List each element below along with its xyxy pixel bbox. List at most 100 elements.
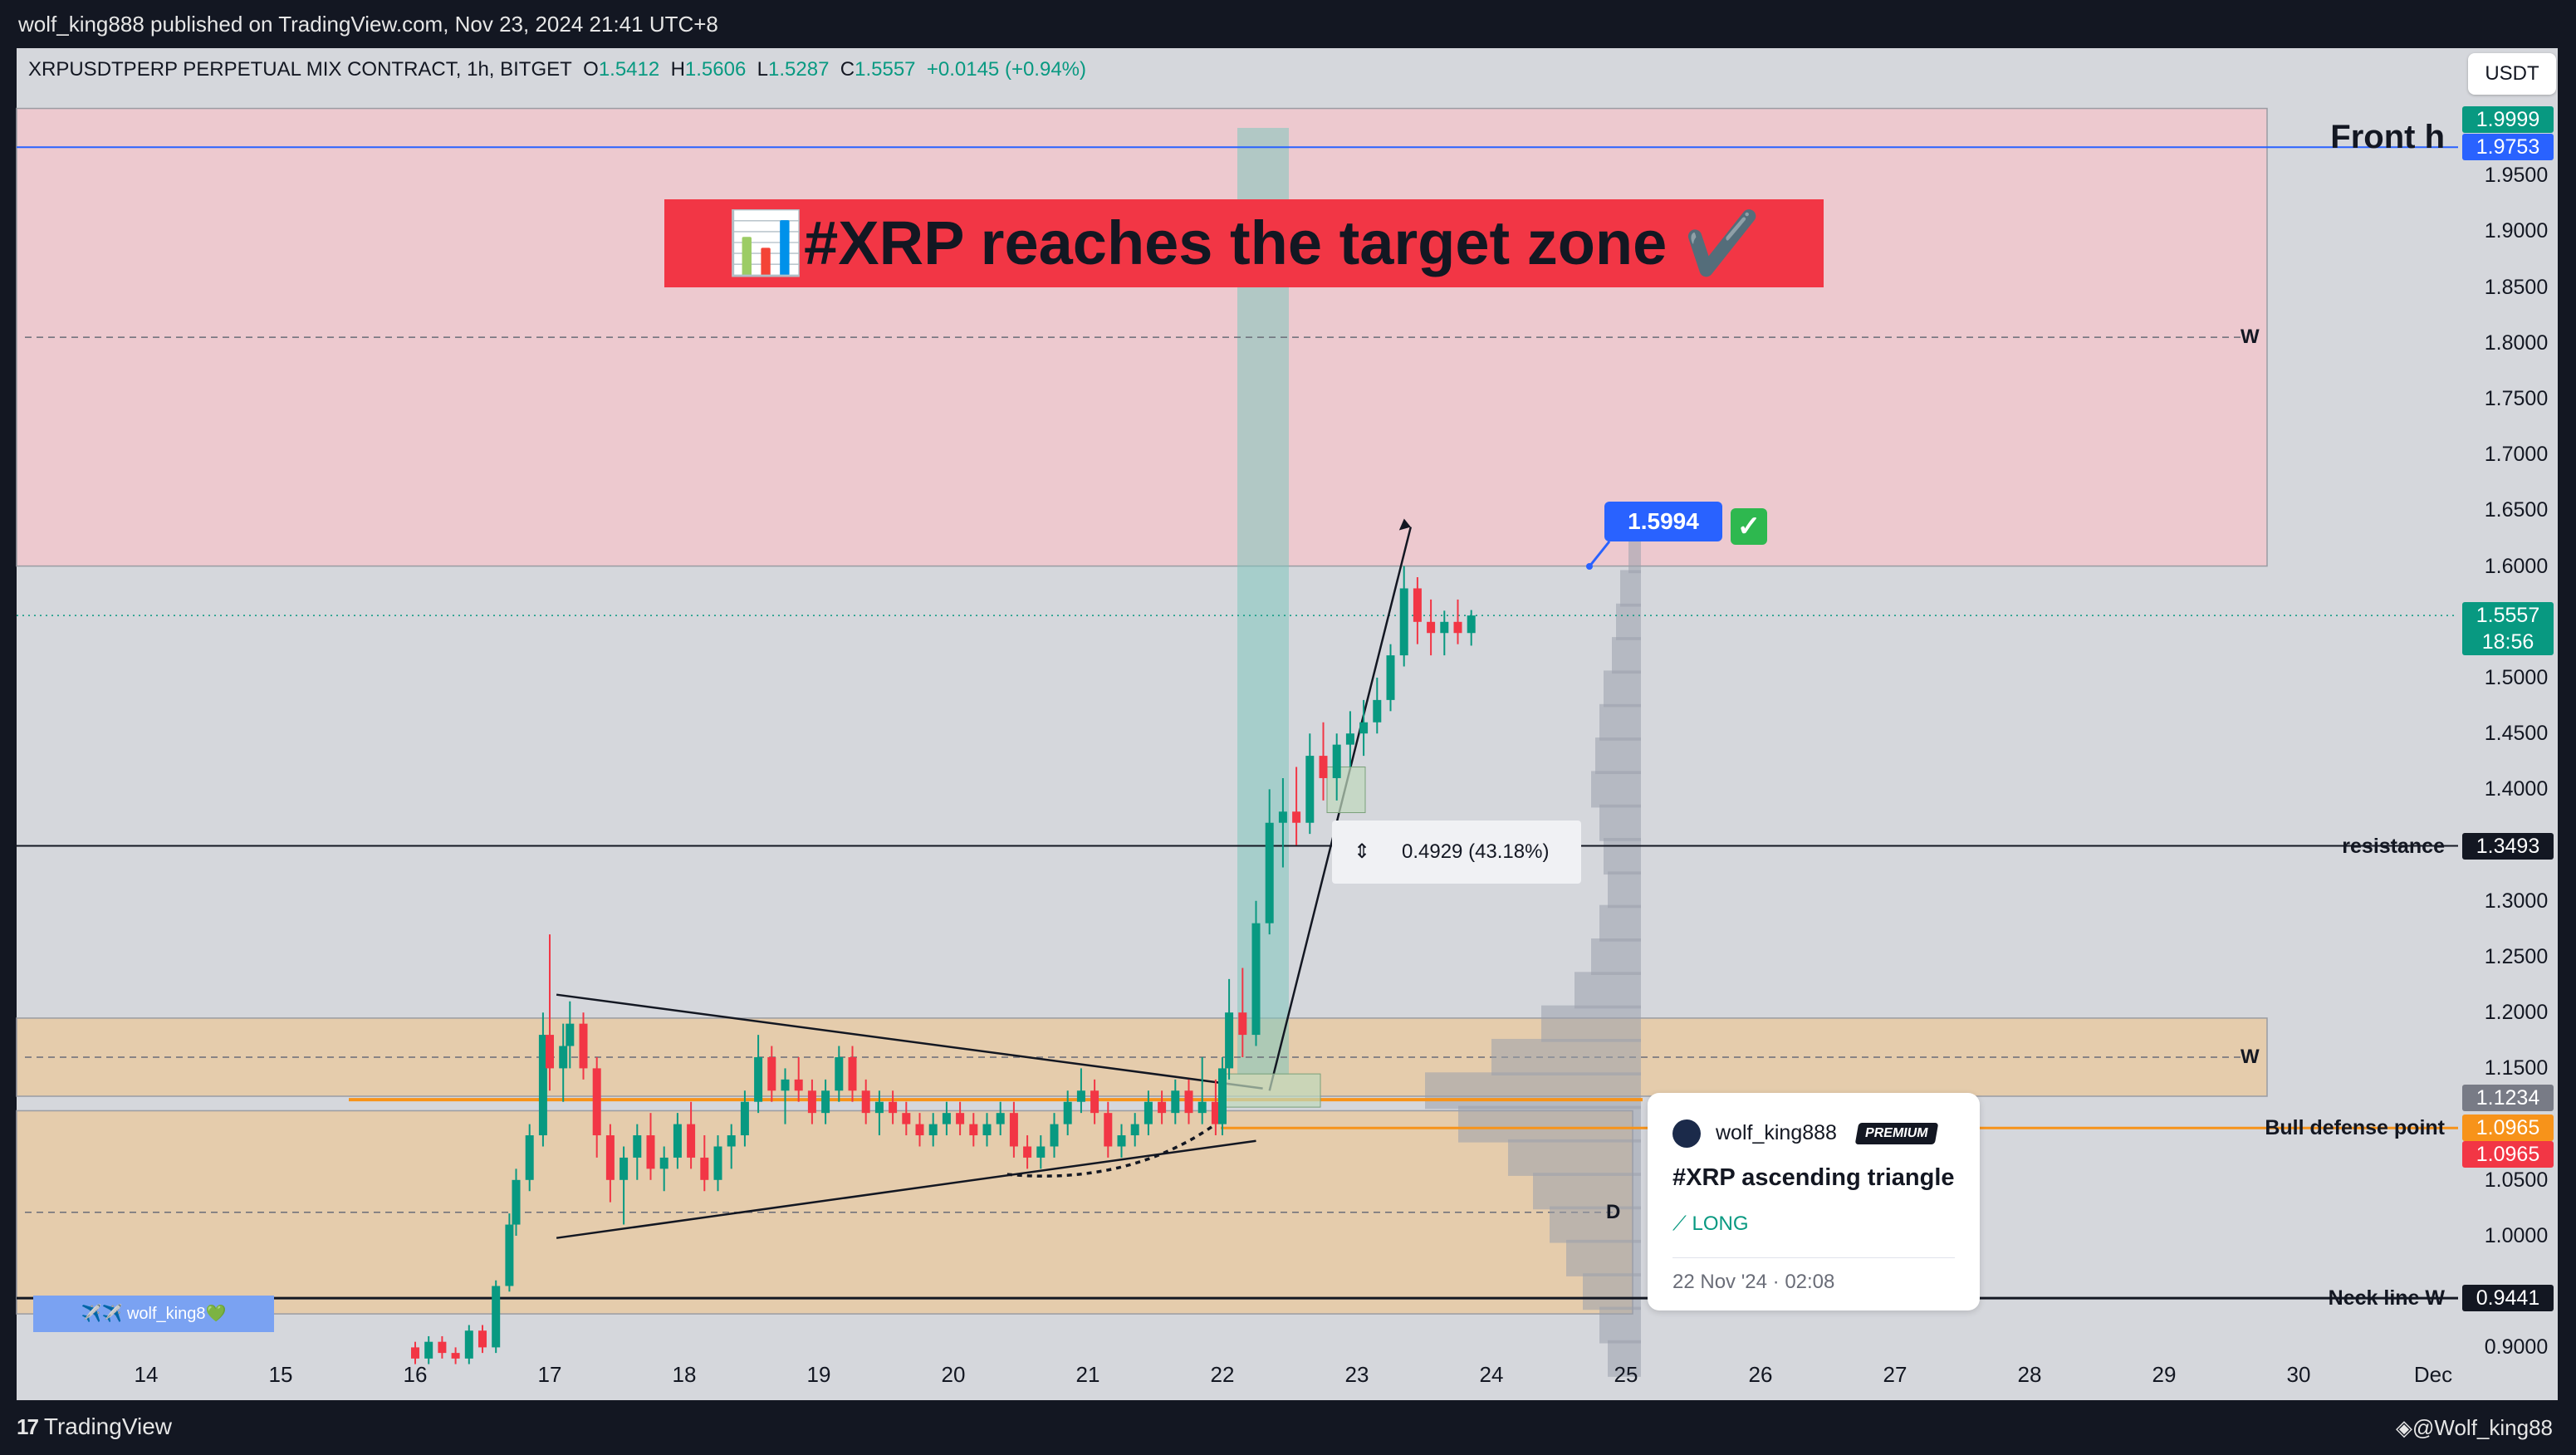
low-value: 1.5287 bbox=[768, 58, 830, 81]
avatar bbox=[1672, 1119, 1701, 1148]
close-label: C bbox=[840, 58, 855, 81]
time-tick-label: 21 bbox=[1075, 1362, 1100, 1387]
candle-body bbox=[1413, 588, 1422, 622]
candle-body bbox=[566, 1023, 575, 1046]
volume-profile-bar bbox=[1458, 1105, 1641, 1143]
candle-body bbox=[1063, 1101, 1072, 1124]
candle-body bbox=[1211, 1101, 1220, 1124]
level-label: resistance bbox=[2342, 834, 2445, 858]
premium-badge: PREMIUM bbox=[1854, 1123, 1938, 1144]
candle-body bbox=[1009, 1113, 1018, 1147]
candle-body bbox=[1359, 722, 1369, 734]
candle-body bbox=[451, 1353, 460, 1359]
candle-body bbox=[464, 1330, 473, 1359]
candle-body bbox=[478, 1330, 487, 1348]
time-tick-label: 20 bbox=[941, 1362, 966, 1387]
candle-body bbox=[1278, 811, 1287, 823]
candle-body bbox=[902, 1113, 911, 1124]
candle-body bbox=[996, 1113, 1005, 1124]
candle-body bbox=[1076, 1090, 1085, 1102]
banner-text: #XRP reaches the target zone ✔️ bbox=[804, 208, 1761, 277]
idea-username[interactable]: wolf_king888 bbox=[1716, 1121, 1837, 1144]
price-tag: 1.1234 bbox=[2462, 1085, 2554, 1112]
price-tick-label: 1.6000 bbox=[2484, 554, 2549, 578]
symbol-legend: XRPUSDTPERP PERPETUAL MIX CONTRACT, 1h, … bbox=[28, 58, 1086, 81]
candle-body bbox=[861, 1090, 870, 1114]
author-handle[interactable]: ◈@Wolf_king88 bbox=[2396, 1415, 2553, 1440]
price-tag: 1.0965 bbox=[2462, 1115, 2554, 1142]
time-tick-label: 30 bbox=[2286, 1362, 2311, 1387]
arrow-head bbox=[1398, 518, 1411, 531]
candle-body bbox=[687, 1124, 696, 1158]
candle-body bbox=[1023, 1146, 1032, 1158]
zone-letter: W bbox=[2241, 326, 2260, 349]
candle-body bbox=[767, 1056, 776, 1091]
price-tag: 1.5557 18:56 bbox=[2462, 602, 2554, 656]
tradingview-logo[interactable]: 17 TradingView bbox=[17, 1413, 172, 1440]
idea-date: 22 Nov '24 · 02:08 bbox=[1672, 1271, 1835, 1293]
candle-body bbox=[915, 1124, 924, 1136]
candle-body bbox=[1184, 1090, 1193, 1114]
candle-body bbox=[1144, 1101, 1153, 1124]
candle-body bbox=[1345, 733, 1354, 745]
time-tick-label: 24 bbox=[1479, 1362, 1504, 1387]
candle-body bbox=[673, 1124, 682, 1158]
time-tick-label: 19 bbox=[806, 1362, 831, 1387]
candle-body bbox=[835, 1056, 844, 1091]
candle-body bbox=[1427, 621, 1436, 634]
price-tag: 1.9999 bbox=[2462, 106, 2554, 134]
price-tick-label: 1.2500 bbox=[2484, 945, 2549, 968]
volume-profile-bar bbox=[1425, 1072, 1641, 1110]
candle-body bbox=[646, 1135, 655, 1169]
currency-button[interactable]: USDT bbox=[2468, 53, 2556, 95]
candle-body bbox=[538, 1035, 547, 1136]
time-tick-label: 18 bbox=[672, 1362, 697, 1387]
candle-body bbox=[969, 1124, 978, 1136]
candle-body bbox=[1225, 1012, 1234, 1069]
breakout-box bbox=[1220, 1073, 1321, 1108]
candle-body bbox=[740, 1101, 749, 1136]
time-tick-label: 25 bbox=[1614, 1362, 1638, 1387]
candle-body bbox=[982, 1124, 992, 1136]
time-tick-label: 16 bbox=[403, 1362, 428, 1387]
candle-body bbox=[1332, 744, 1341, 778]
callout-pointer bbox=[1588, 541, 1611, 567]
volume-profile-bar bbox=[1608, 871, 1641, 909]
price-tick-label: 1.7500 bbox=[2484, 387, 2549, 410]
volume-profile-bar bbox=[1599, 904, 1641, 942]
candle-body bbox=[525, 1135, 534, 1180]
candle-body bbox=[727, 1135, 736, 1147]
candle-body bbox=[1399, 588, 1408, 656]
publisher-line: wolf_king888 published on TradingView.co… bbox=[18, 12, 718, 37]
low-label: L bbox=[757, 58, 769, 81]
candle-body bbox=[559, 1046, 568, 1069]
high-label: H bbox=[670, 58, 685, 81]
level-label: Front h bbox=[2330, 119, 2445, 156]
open-value: 1.5412 bbox=[598, 58, 660, 81]
idea-title[interactable]: #XRP ascending triangle bbox=[1672, 1164, 1955, 1191]
price-tick-label: 1.1500 bbox=[2484, 1056, 2549, 1080]
measure-range-icon: ⇕ bbox=[1354, 840, 1371, 863]
price-tick-label: 1.2000 bbox=[2484, 1001, 2549, 1025]
volume-profile-bar bbox=[1616, 603, 1641, 640]
price-tick-label: 1.7000 bbox=[2484, 443, 2549, 467]
measure-text: 0.4929 (43.18%) bbox=[1402, 840, 1550, 863]
level-label: Neck line W bbox=[2328, 1286, 2445, 1310]
candle-body bbox=[1440, 621, 1449, 634]
footer-bar: 17 TradingView ◈@Wolf_king88 bbox=[0, 1400, 2576, 1455]
candle-body bbox=[1305, 756, 1315, 823]
volume-profile-bar bbox=[1599, 1306, 1641, 1344]
candle-body bbox=[633, 1135, 642, 1158]
price-tag: 1.9753 bbox=[2462, 134, 2554, 161]
volume-profile-bar bbox=[1591, 938, 1641, 975]
candle-body bbox=[411, 1347, 419, 1359]
candle-body bbox=[620, 1157, 629, 1180]
candle-body bbox=[1218, 1068, 1227, 1124]
idea-card[interactable]: wolf_king888 PREMIUM #XRP ascending tria… bbox=[1648, 1093, 1980, 1310]
volume-profile-bar bbox=[1541, 1005, 1641, 1042]
candle-body bbox=[592, 1068, 601, 1136]
time-tick-label: 22 bbox=[1210, 1362, 1235, 1387]
price-tick-label: 1.9500 bbox=[2484, 164, 2549, 188]
zone-letter: W bbox=[2241, 1045, 2260, 1068]
